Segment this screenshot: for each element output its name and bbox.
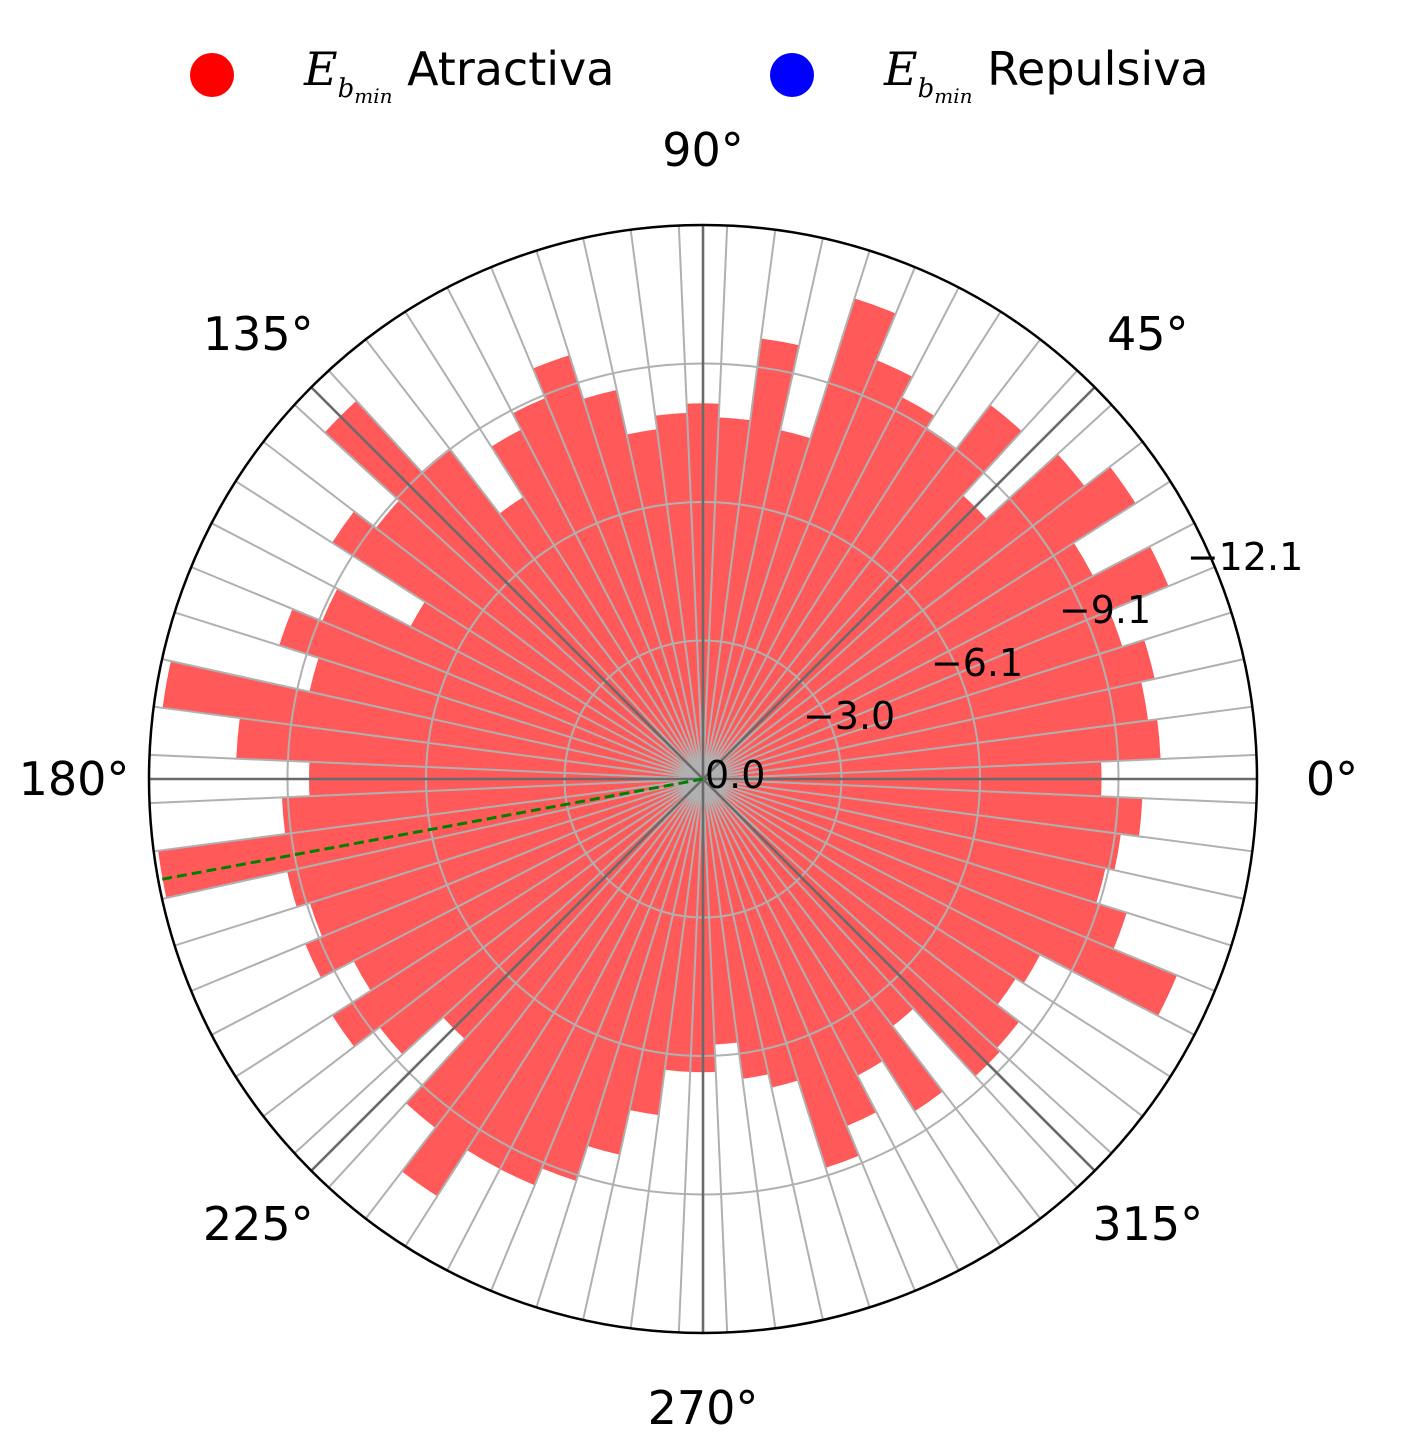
angle-tick-label-135: 135° xyxy=(203,307,314,361)
polar-frame xyxy=(147,223,1259,1335)
radial-tick-label-3: −9.1 xyxy=(1059,588,1151,632)
angle-tick-label-90: 90° xyxy=(662,123,744,177)
angle-tick-label-45: 45° xyxy=(1107,307,1189,361)
radial-tick-label-0: 0.0 xyxy=(705,753,765,797)
major-spoke-225 xyxy=(310,778,704,1172)
legend-marker-atractiva xyxy=(190,53,234,97)
major-spoke-135 xyxy=(310,386,704,780)
legend-item-atractiva: Ebmin Atractiva xyxy=(190,40,614,110)
radial-tick-label-2: −6.1 xyxy=(931,641,1023,685)
reference-line xyxy=(158,777,704,882)
legend: Ebmin Atractiva Ebmin Repulsiva xyxy=(0,40,1405,110)
angle-tick-label-0: 0° xyxy=(1306,752,1358,806)
legend-label-atractiva: Ebmin Atractiva xyxy=(304,42,615,108)
radial-tick-label-4: −12.1 xyxy=(1187,535,1303,579)
angle-tick-label-315: 315° xyxy=(1092,1197,1203,1251)
angle-tick-label-225: 225° xyxy=(203,1197,314,1251)
grid-group xyxy=(148,224,1258,1334)
radial-tick-label-1: −3.0 xyxy=(803,694,895,738)
angle-labels: 0° 45° 90° 135° 180° 225° 270° 315° xyxy=(19,123,1359,1435)
major-spoke-315 xyxy=(702,778,1096,1172)
legend-item-repulsiva: Ebmin Repulsiva xyxy=(770,40,1209,110)
legend-label-repulsiva: Ebmin Repulsiva xyxy=(884,42,1209,108)
angle-tick-label-180: 180° xyxy=(19,752,130,806)
legend-marker-repulsiva xyxy=(770,53,814,97)
angle-tick-label-270: 270° xyxy=(648,1381,759,1435)
radial-labels: 0.0 −3.0 −6.1 −9.1 −12.1 xyxy=(705,535,1303,797)
major-spoke-45 xyxy=(702,386,1096,780)
